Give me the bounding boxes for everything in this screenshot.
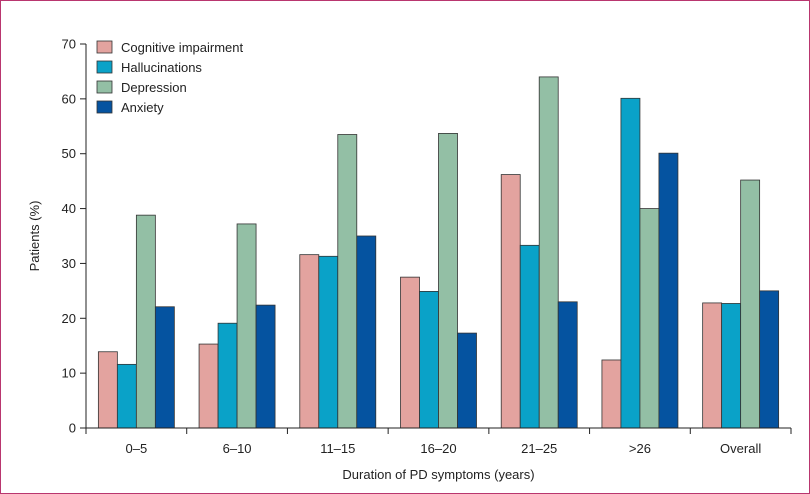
legend-label-depression: Depression [121,80,187,95]
x-axis-title: Duration of PD symptoms (years) [342,467,534,482]
y-tick-label: 70 [62,37,76,52]
bars-group [97,76,780,429]
y-tick-label: 50 [62,146,76,161]
y-ticks-group: 0 10 20 30 40 50 60 70 [62,37,86,436]
bar-anxiety-11-15 [356,235,377,429]
bar-cognitive-impairment-0-5 [97,351,118,429]
bar-hallucinations-overall [721,303,742,429]
x-tick-label: 6–10 [223,441,252,456]
bar-cognitive-impairment-21-25 [500,174,521,429]
bar-hallucinations-21-25 [519,244,540,429]
y-tick-label: 10 [62,366,76,381]
bar-anxiety-26 [658,152,679,429]
bar-anxiety-overall [759,290,780,429]
bar-depression-6-10 [236,223,257,429]
bar-anxiety-6-10 [255,304,276,429]
legend-swatch-cognitive-impairment [96,40,113,54]
bar-depression-26 [639,208,660,429]
y-tick-label: 40 [62,201,76,216]
legend-label-cognitive-impairment: Cognitive impairment [121,40,243,55]
legend-label-anxiety: Anxiety [121,100,164,115]
x-tick-label: Overall [720,441,761,456]
bar-depression-overall [740,179,761,429]
bar-depression-16-20 [438,133,458,429]
bar-cognitive-impairment-6-10 [198,343,219,429]
bar-cognitive-impairment-26 [601,359,622,429]
y-tick-label: 0 [69,421,76,436]
x-tick-label: 21–25 [521,441,557,456]
bar-anxiety-0-5 [154,306,175,429]
bar-cognitive-impairment-11-15 [299,254,320,429]
bar-depression-11-15 [337,134,358,429]
x-tick-label: 0–5 [126,441,148,456]
bar-cognitive-impairment-16-20 [400,276,420,429]
bar-cognitive-impairment-overall [702,302,723,429]
bar-depression-0-5 [135,214,156,429]
y-tick-label: 20 [62,311,76,326]
y-axis-title: Patients (%) [27,201,42,272]
bar-hallucinations-0-5 [116,363,137,429]
bar-hallucinations-16-20 [419,291,439,429]
y-tick-label: 60 [62,91,76,106]
bar-depression-21-25 [538,76,559,429]
bar-hallucinations-6-10 [217,322,238,429]
x-tick-label: 11–15 [320,441,355,456]
y-tick-label: 30 [62,256,76,271]
legend-swatch-hallucinations [96,60,113,74]
bar-anxiety-16-20 [457,332,477,429]
legend-swatch-anxiety [96,100,113,114]
bar-hallucinations-11-15 [318,255,339,429]
x-tick-label: 16–20 [420,441,456,456]
x-ticks-group: 0–5 6–10 11–15 16–20 21–25 >26 Overall [85,428,792,456]
x-tick-label: >26 [629,441,651,456]
axes-group [85,44,791,429]
bar-hallucinations-26 [620,97,641,429]
bar-anxiety-21-25 [557,301,578,429]
legend-label-hallucinations: Hallucinations [121,60,202,75]
legend-swatch-depression [96,80,113,94]
legend: Cognitive impairment Hallucinations Depres… [96,40,243,115]
